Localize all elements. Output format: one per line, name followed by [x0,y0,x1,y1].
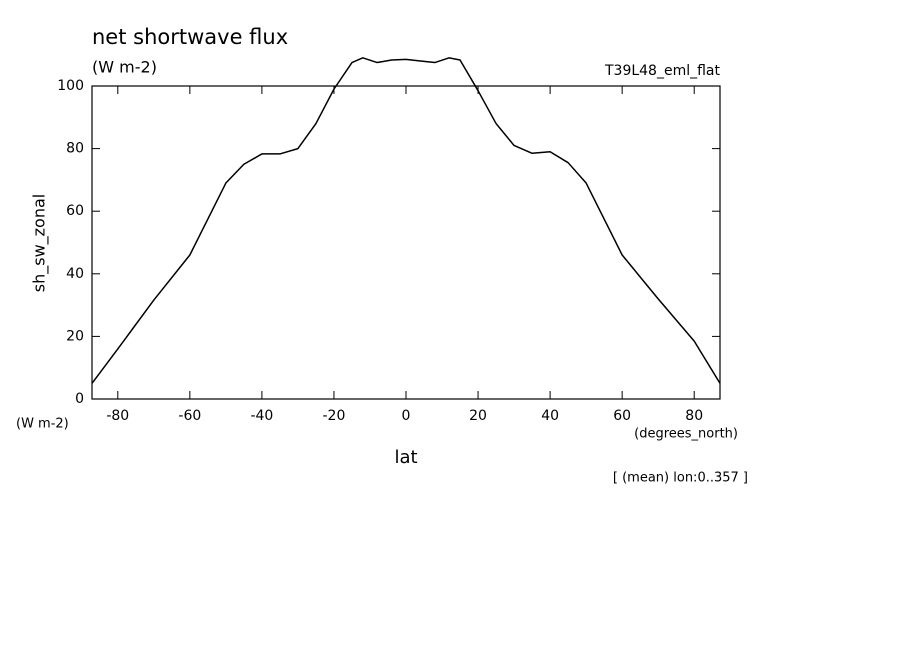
x-tick-label: 0 [402,408,411,424]
y-axis-label: sh_sw_zonal [30,194,50,292]
x-axis-label: lat [394,447,417,468]
y-tick-label: 100 [57,78,84,94]
x-tick-label: 40 [541,408,559,424]
x-tick-label: 80 [685,408,703,424]
y-tick-label: 80 [66,141,84,157]
dataset-label: T39L48_eml_flat [604,63,721,79]
y-tick-label: 20 [66,328,84,344]
data-line [91,57,721,384]
x-tick-label: -40 [250,408,273,424]
x-tick-label: -80 [106,408,129,424]
note: [ (mean) lon:0..357 ] [613,471,748,486]
y-tick-label: 40 [66,266,84,282]
y-tick-label: 60 [66,203,84,219]
units: (W m-2) [92,58,157,77]
y-tick-label: 0 [75,391,84,407]
plot-frame [91,85,721,400]
x-tick-label: -20 [323,408,346,424]
chart-title: net shortwave flux [92,25,288,49]
x-tick-label: -60 [178,408,201,424]
x-tick-label: 60 [613,408,631,424]
x-tick-label: 20 [469,408,487,424]
x-units: (degrees_north) [634,427,738,442]
y-units: (W m-2) [16,417,69,432]
